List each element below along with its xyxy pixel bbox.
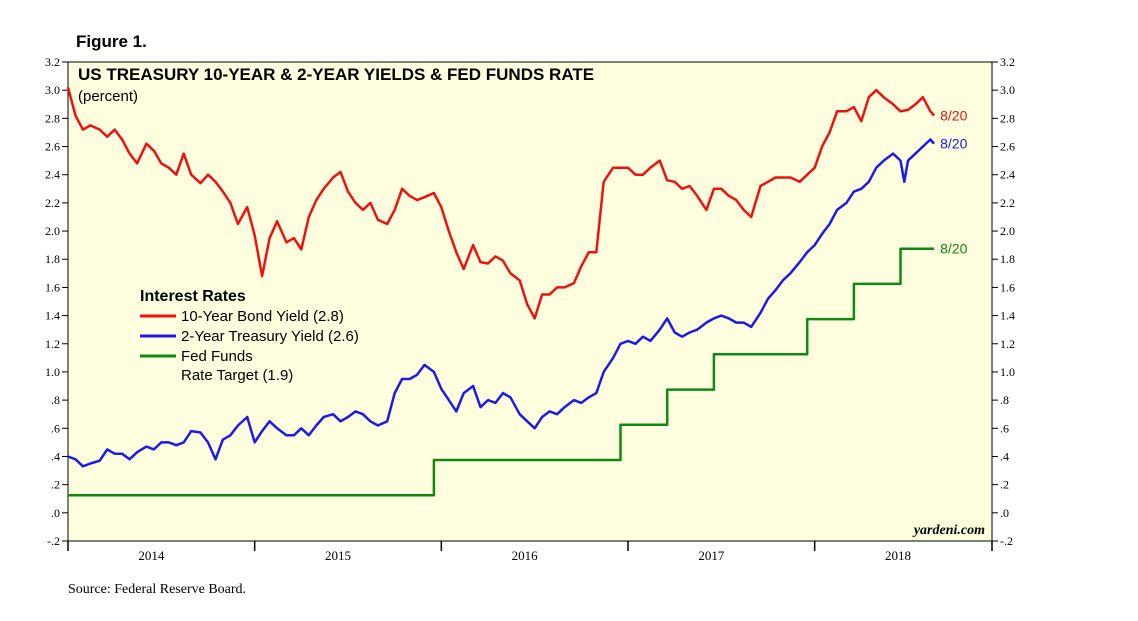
figure-label: Figure 1. <box>76 32 147 51</box>
y-tick-label-left: 1.2 <box>45 337 60 351</box>
series-line-ten_year <box>66 87 936 320</box>
y-tick-label-left: 1.4 <box>45 309 60 323</box>
end-label-ten_year: 8/20 <box>940 108 967 124</box>
y-tick-label-right: 1.6 <box>1000 280 1015 294</box>
y-tick-label-left: 3.0 <box>45 83 60 97</box>
y-tick-label-left: 1.6 <box>45 280 60 294</box>
x-year-label: 2015 <box>325 548 351 563</box>
x-year-label: 2016 <box>512 548 539 563</box>
y-tick-label-left: 1.8 <box>45 252 60 266</box>
series-lines <box>66 87 936 497</box>
legend-label-two_year: 2-Year Treasury Yield (2.6) <box>181 328 359 345</box>
watermark: yardeni.com <box>912 523 985 538</box>
y-tick-label-left: 2.6 <box>45 140 60 154</box>
y-tick-label-right: 1.2 <box>1000 337 1015 351</box>
end-label-fed_funds: 8/20 <box>940 241 967 257</box>
legend-label-ten_year: 10-Year Bond Yield (2.8) <box>181 308 344 325</box>
y-tick-label-right: 2.4 <box>1000 168 1015 182</box>
end-label-two_year: 8/20 <box>940 136 967 152</box>
legend-label-fed_funds: Rate Target (1.9) <box>181 367 293 384</box>
y-tick-label-left: .6 <box>51 421 60 435</box>
y-tick-label-right: .0 <box>1000 506 1009 520</box>
legend-label-fed_funds: Fed Funds <box>181 348 253 365</box>
end-labels: 8/20 8/20 8/20 <box>940 108 967 257</box>
y-tick-label-right: .2 <box>1000 478 1009 492</box>
y-tick-label-right: 3.2 <box>1000 55 1015 69</box>
y-axis: -.2 -.2 .0 .0 .2 .2 .4 .4 .6 .6 .8 .8 1.0 1.0 1.2 1.2 1.… <box>45 55 1015 548</box>
y-tick-label-right: .6 <box>1000 421 1009 435</box>
source-note: Source: Federal Reserve Board. <box>68 582 247 597</box>
y-tick-label-left: 2.2 <box>45 196 60 210</box>
y-tick-label-left: .8 <box>51 393 60 407</box>
y-tick-label-right: 2.0 <box>1000 224 1015 238</box>
x-year-label: 2017 <box>698 548 725 563</box>
y-tick-label-right: 1.0 <box>1000 365 1015 379</box>
y-tick-label-right: .4 <box>1000 449 1009 463</box>
y-tick-label-left: .0 <box>51 506 60 520</box>
y-tick-label-left: -.2 <box>47 534 60 548</box>
y-tick-label-right: 2.2 <box>1000 196 1015 210</box>
x-year-label: 2014 <box>138 548 165 563</box>
legend: Interest Rates 10-Year Bond Yield (2.8) 2… <box>140 288 359 384</box>
y-tick-label-right: 2.8 <box>1000 111 1015 125</box>
y-tick-label-left: 3.2 <box>45 55 60 69</box>
x-year-label: 2018 <box>885 548 911 563</box>
y-tick-label-right: -.2 <box>1000 534 1013 548</box>
y-tick-label-left: 2.8 <box>45 111 60 125</box>
chart-subtitle: (percent) <box>78 88 138 105</box>
chart-title: US TREASURY 10-YEAR & 2-YEAR YIELDS & FE… <box>78 65 594 84</box>
y-tick-label-right: .8 <box>1000 393 1009 407</box>
series-line-two_year <box>67 138 936 468</box>
y-tick-label-right: 2.6 <box>1000 140 1015 154</box>
y-tick-label-left: 1.0 <box>45 365 60 379</box>
legend-title: Interest Rates <box>140 288 246 305</box>
y-tick-label-left: 2.0 <box>45 224 60 238</box>
series-line-fed_funds <box>68 247 935 497</box>
y-tick-label-left: 2.4 <box>45 168 60 182</box>
y-tick-label-right: 1.8 <box>1000 252 1015 266</box>
x-axis: 2014 2015 2016 2017 2018 <box>67 541 993 563</box>
y-tick-label-left: .2 <box>51 478 60 492</box>
y-tick-label-right: 1.4 <box>1000 309 1015 323</box>
y-tick-label-left: .4 <box>51 449 60 463</box>
y-tick-label-right: 3.0 <box>1000 83 1015 97</box>
